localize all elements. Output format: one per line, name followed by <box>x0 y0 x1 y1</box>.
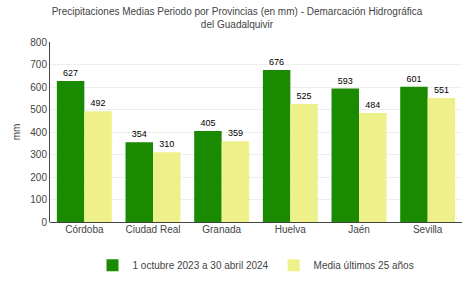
svg-text:1 octubre 2023 a 30 abril 2024: 1 octubre 2023 a 30 abril 2024 <box>133 260 269 271</box>
svg-text:0: 0 <box>41 217 47 228</box>
svg-text:310: 310 <box>159 139 174 149</box>
svg-text:676: 676 <box>269 57 284 67</box>
svg-text:600: 600 <box>30 82 47 93</box>
svg-text:100: 100 <box>30 194 47 205</box>
svg-text:601: 601 <box>406 74 421 84</box>
svg-text:Jaén: Jaén <box>348 224 370 235</box>
svg-text:405: 405 <box>200 118 215 128</box>
svg-text:200: 200 <box>30 172 47 183</box>
svg-text:800: 800 <box>30 37 47 48</box>
svg-text:300: 300 <box>30 149 47 160</box>
svg-text:Granada: Granada <box>202 224 241 235</box>
svg-text:492: 492 <box>91 98 106 108</box>
svg-text:354: 354 <box>132 129 147 139</box>
svg-text:Huelva: Huelva <box>275 224 307 235</box>
svg-text:525: 525 <box>297 91 312 101</box>
svg-text:500: 500 <box>30 104 47 115</box>
svg-text:593: 593 <box>338 76 353 86</box>
svg-text:Córdoba: Córdoba <box>65 224 104 235</box>
svg-text:mm: mm <box>11 124 22 141</box>
svg-text:Precipitaciones Medias Periodo: Precipitaciones Medias Periodo por Provi… <box>52 6 423 30</box>
svg-text:Media últimos 25 años: Media últimos 25 años <box>314 260 414 271</box>
svg-text:700: 700 <box>30 59 47 70</box>
svg-text:484: 484 <box>365 100 380 110</box>
svg-text:Sevilla: Sevilla <box>413 224 443 235</box>
svg-text:627: 627 <box>63 68 78 78</box>
svg-text:359: 359 <box>228 128 243 138</box>
svg-text:Ciudad Real: Ciudad Real <box>125 224 180 235</box>
svg-text:551: 551 <box>434 85 449 95</box>
svg-text:400: 400 <box>30 127 47 138</box>
